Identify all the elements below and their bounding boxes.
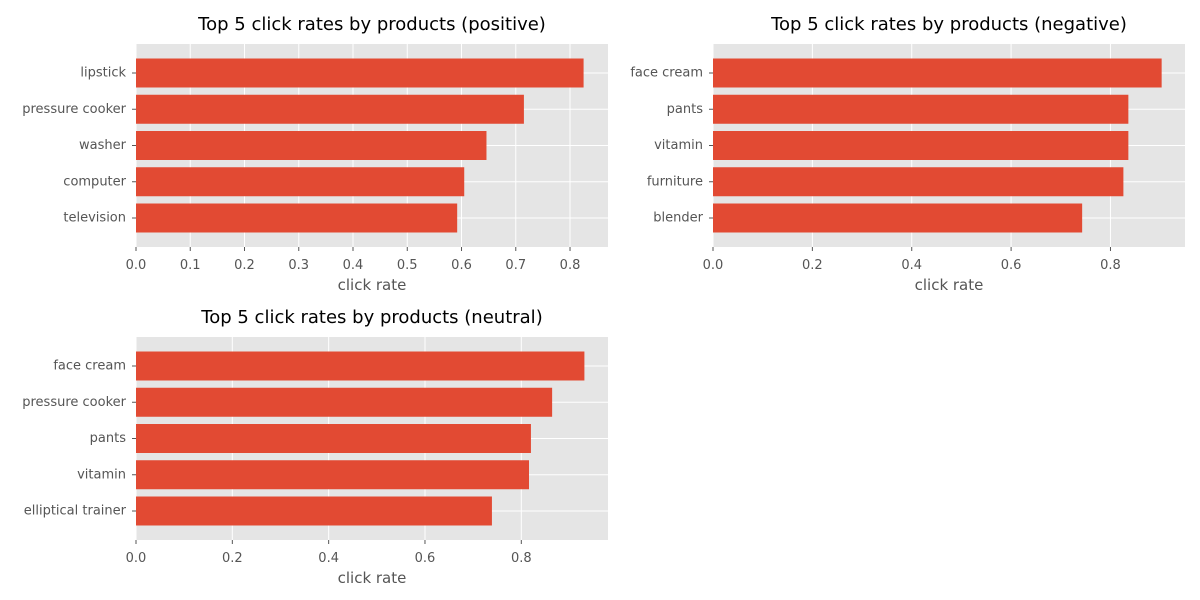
y-tick-label: face cream xyxy=(630,66,703,81)
x-tick-label: 0.2 xyxy=(802,258,823,273)
x-tick-label: 0.6 xyxy=(451,258,472,273)
y-tick-label: face cream xyxy=(53,359,126,374)
x-tick-label: 0.5 xyxy=(397,258,418,273)
bar-pants xyxy=(713,94,1129,124)
y-tick-label: pants xyxy=(667,102,704,117)
bar-pressure-cooker xyxy=(136,94,524,124)
bar-elliptical-trainer xyxy=(136,496,492,526)
y-tick-label: television xyxy=(63,211,126,226)
y-tick-label: pressure cooker xyxy=(22,395,126,410)
x-tick-label: 0.0 xyxy=(126,551,147,566)
y-tick-label: vitamin xyxy=(654,138,703,153)
bar-face-cream xyxy=(713,58,1162,88)
x-tick-label: 0.6 xyxy=(1001,258,1022,273)
x-tick-label: 0.0 xyxy=(126,258,147,273)
y-tick-label: washer xyxy=(79,138,127,153)
y-tick-label: pressure cooker xyxy=(22,102,126,117)
x-tick-label: 0.8 xyxy=(511,551,532,566)
y-tick-label: furniture xyxy=(647,174,703,189)
y-tick-label: elliptical trainer xyxy=(24,504,127,519)
x-axis-label: click rate xyxy=(338,276,407,294)
bar-vitamin xyxy=(713,131,1129,160)
x-tick-label: 0.3 xyxy=(288,258,309,273)
bar-blender xyxy=(713,203,1083,233)
x-tick-label: 0.2 xyxy=(234,258,255,273)
chart-panel-1: lipstick pressure cooker washer computer tel… xyxy=(22,14,608,294)
chart-panel-3: face cream pressure cooker pants vitamin ell… xyxy=(22,307,608,587)
bar-television xyxy=(136,203,458,233)
bar-pressure-cooker xyxy=(136,387,553,417)
x-axis-label: click rate xyxy=(915,276,984,294)
chart-title: Top 5 click rates by products (neutral) xyxy=(200,307,542,328)
x-tick-label: 0.2 xyxy=(222,551,243,566)
x-axis-label: click rate xyxy=(338,569,407,587)
x-tick-label: 0.0 xyxy=(703,258,724,273)
y-tick-label: pants xyxy=(90,431,127,446)
bar-lipstick xyxy=(136,58,584,88)
x-tick-label: 0.4 xyxy=(318,551,339,566)
x-tick-label: 0.4 xyxy=(901,258,922,273)
bar-pants xyxy=(136,424,531,453)
y-tick-label: blender xyxy=(653,211,703,226)
y-tick-label: vitamin xyxy=(77,467,126,482)
y-tick-label: lipstick xyxy=(80,66,126,81)
bar-face-cream xyxy=(136,351,585,381)
y-tick-label: computer xyxy=(63,174,126,189)
bar-furniture xyxy=(713,167,1124,197)
x-tick-label: 0.1 xyxy=(180,258,201,273)
x-tick-label: 0.7 xyxy=(505,258,526,273)
bar-computer xyxy=(136,167,465,197)
chart-title: Top 5 click rates by products (negative) xyxy=(770,14,1127,35)
x-tick-label: 0.8 xyxy=(560,258,581,273)
bar-vitamin xyxy=(136,460,530,490)
chart-title: Top 5 click rates by products (positive) xyxy=(197,14,546,35)
x-tick-label: 0.6 xyxy=(415,551,436,566)
bar-washer xyxy=(136,131,487,160)
x-tick-label: 0.4 xyxy=(343,258,364,273)
x-tick-label: 0.8 xyxy=(1100,258,1121,273)
chart-panel-2: face cream pants vitamin furniture blender 0.… xyxy=(630,14,1185,294)
